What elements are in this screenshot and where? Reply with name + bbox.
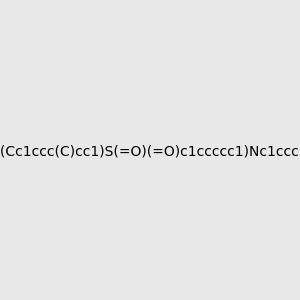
Text: O=C(CN(Cc1ccc(C)cc1)S(=O)(=O)c1ccccc1)Nc1ccc(C)c(C)c1: O=C(CN(Cc1ccc(C)cc1)S(=O)(=O)c1ccccc1)Nc… — [0, 145, 300, 158]
